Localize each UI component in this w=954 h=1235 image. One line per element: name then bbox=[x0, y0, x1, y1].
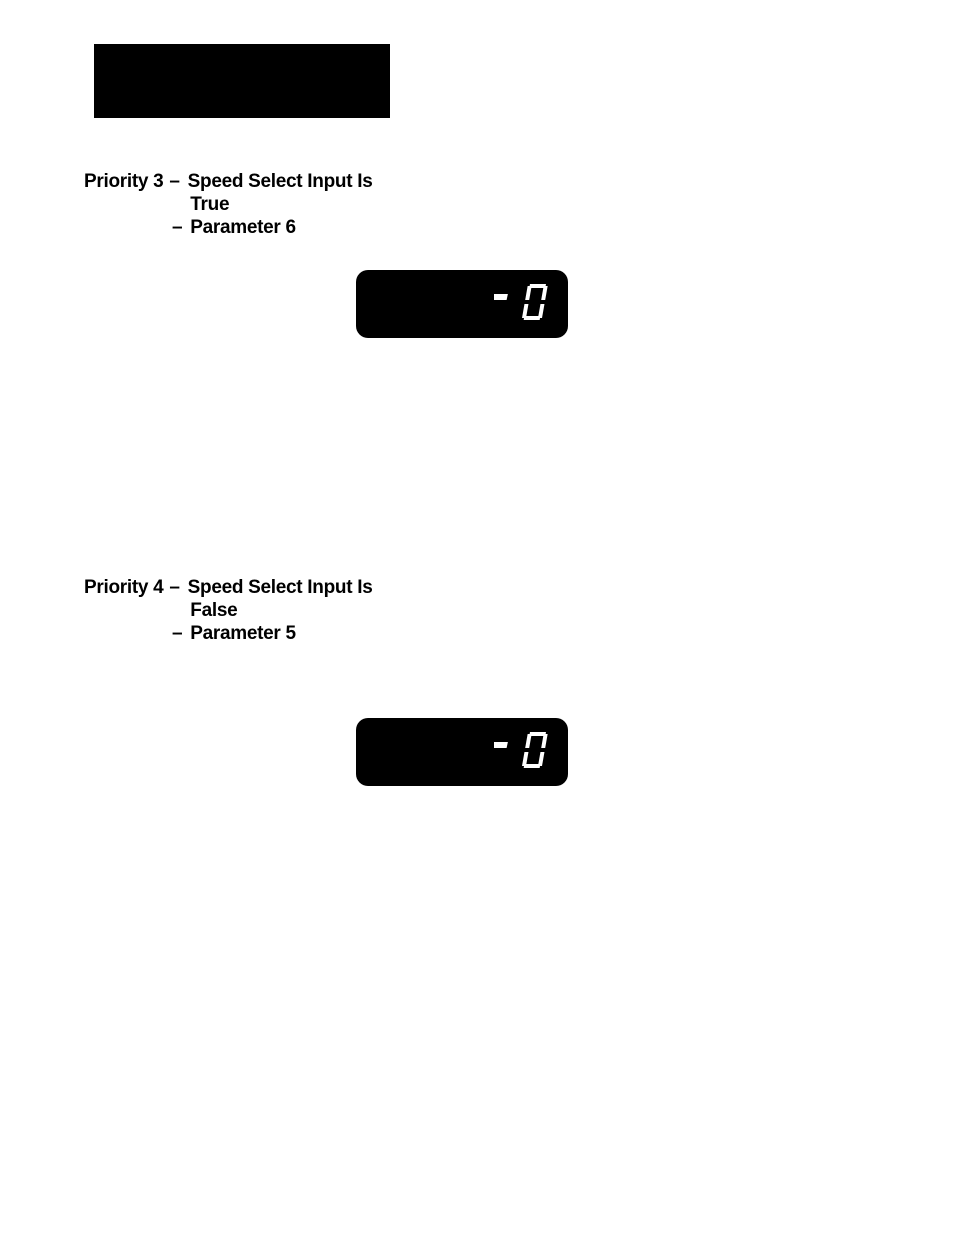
bullet-dash: – bbox=[169, 170, 179, 193]
lcd-glyphs-2 bbox=[494, 732, 554, 772]
document-page: Priority 3 – Speed Select Input Is – Tru… bbox=[0, 0, 954, 1235]
priority-3-row-2: – True bbox=[84, 193, 584, 216]
header-black-box bbox=[94, 44, 390, 118]
priority-4-section: Priority 4 – Speed Select Input Is – Fal… bbox=[84, 576, 584, 645]
priority-3-line2: True bbox=[190, 193, 229, 216]
priority-3-title: Priority 3 bbox=[84, 170, 163, 193]
priority-4-line3: Parameter 5 bbox=[190, 622, 296, 645]
priority-4-title: Priority 4 bbox=[84, 576, 163, 599]
bullet-dash: – bbox=[172, 622, 182, 645]
lcd-display-1 bbox=[356, 270, 568, 338]
priority-3-line3: Parameter 6 bbox=[190, 216, 296, 239]
priority-3-row-1: Priority 3 – Speed Select Input Is bbox=[84, 170, 584, 193]
priority-4-row-2: – False bbox=[84, 599, 584, 622]
priority-4-row-1: Priority 4 – Speed Select Input Is bbox=[84, 576, 584, 599]
priority-3-line1: Speed Select Input Is bbox=[188, 170, 373, 193]
priority-4-line1: Speed Select Input Is bbox=[188, 576, 373, 599]
bullet-dash: – bbox=[169, 576, 179, 599]
bullet-dash: – bbox=[172, 216, 182, 239]
priority-3-section: Priority 3 – Speed Select Input Is – Tru… bbox=[84, 170, 584, 239]
lcd-glyphs-1 bbox=[494, 284, 554, 324]
priority-3-row-3: – Parameter 6 bbox=[84, 216, 584, 239]
priority-4-line2: False bbox=[190, 599, 237, 622]
lcd-display-2 bbox=[356, 718, 568, 786]
priority-4-row-3: – Parameter 5 bbox=[84, 622, 584, 645]
